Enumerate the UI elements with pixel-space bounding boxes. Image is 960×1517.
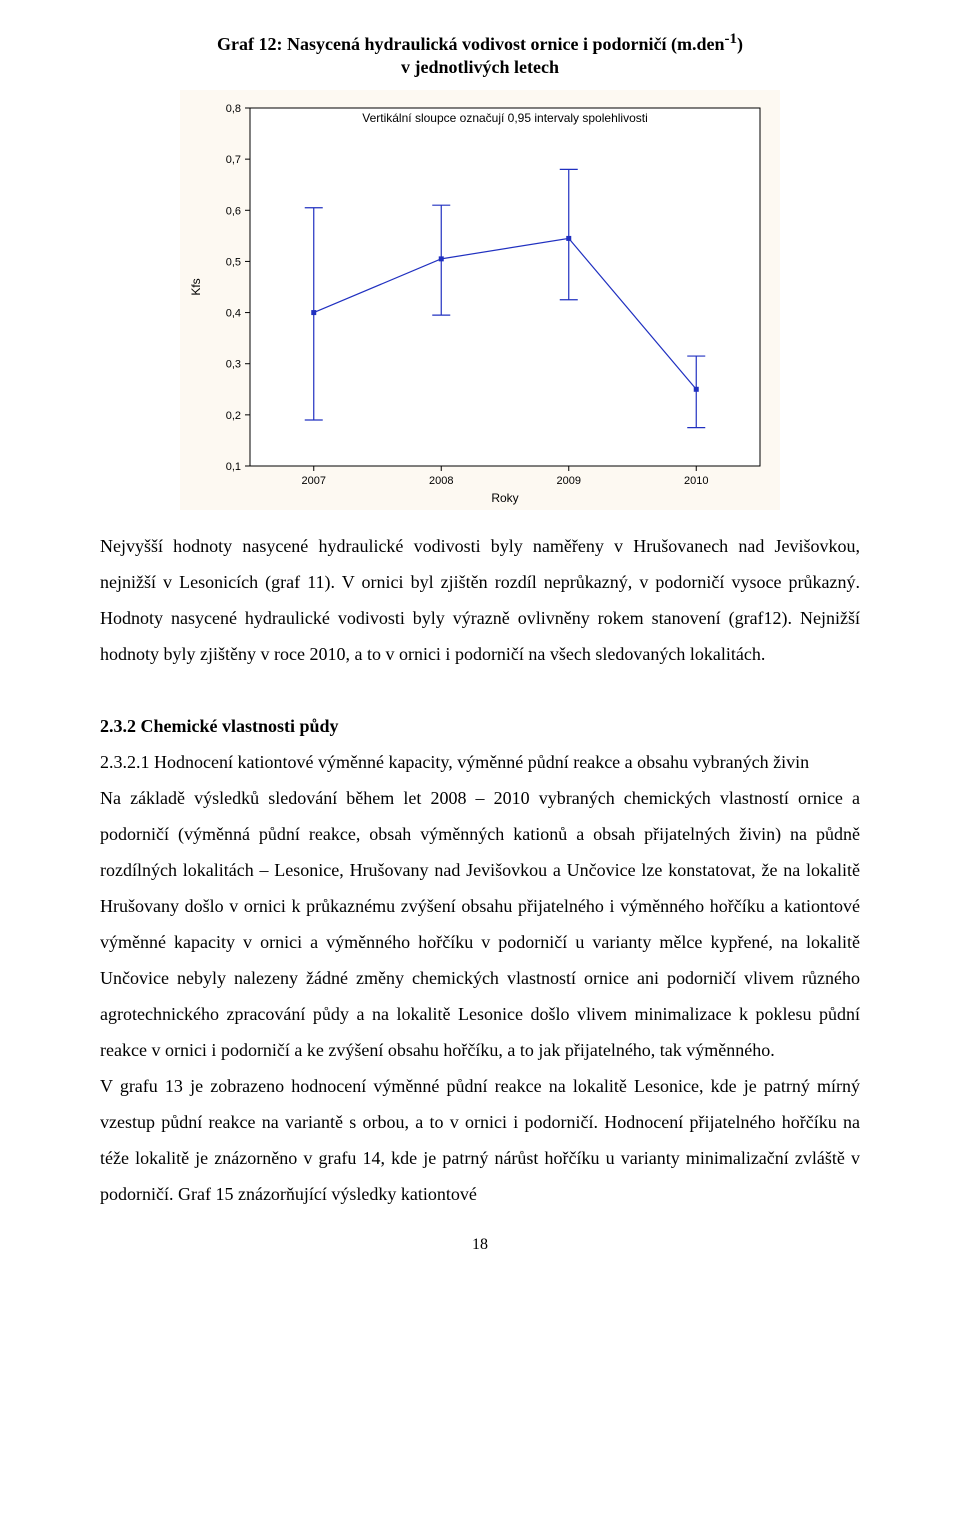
figure-title-line1-end: ) (737, 34, 743, 54)
chart-container: Vertikální sloupce označují 0,95 interva… (180, 90, 780, 510)
svg-text:2008: 2008 (429, 475, 453, 487)
svg-text:2010: 2010 (684, 475, 708, 487)
svg-text:Kfs: Kfs (189, 278, 203, 295)
figure-title-line2: v jednotlivých letech (401, 57, 559, 77)
svg-text:2009: 2009 (557, 475, 581, 487)
svg-text:Vertikální sloupce označují 0,: Vertikální sloupce označují 0,95 interva… (362, 111, 648, 125)
figure-title-superscript: -1 (725, 31, 738, 47)
svg-text:0,3: 0,3 (226, 358, 241, 370)
svg-text:0,6: 0,6 (226, 205, 241, 217)
figure-title: Graf 12: Nasycená hydraulická vodivost o… (100, 30, 860, 80)
svg-text:0,2: 0,2 (226, 410, 241, 422)
svg-text:0,7: 0,7 (226, 154, 241, 166)
svg-text:Roky: Roky (491, 491, 518, 505)
paragraph-2: 2.3.2.1 Hodnocení kationtové výměnné kap… (100, 744, 860, 780)
svg-text:0,5: 0,5 (226, 256, 241, 268)
paragraph-1: Nejvyšší hodnoty nasycené hydraulické vo… (100, 528, 860, 672)
svg-text:0,4: 0,4 (226, 307, 241, 319)
svg-text:0,8: 0,8 (226, 103, 241, 115)
figure-title-line1: Graf 12: Nasycená hydraulická vodivost o… (217, 34, 725, 54)
paragraph-3: Na základě výsledků sledování během let … (100, 780, 860, 1068)
kfs-chart: Vertikální sloupce označují 0,95 interva… (180, 90, 780, 510)
svg-text:0,1: 0,1 (226, 461, 241, 473)
svg-text:2007: 2007 (302, 475, 326, 487)
paragraph-4: V grafu 13 je zobrazeno hodnocení výměnn… (100, 1068, 860, 1212)
page-number: 18 (100, 1236, 860, 1254)
section-heading-232: 2.3.2 Chemické vlastnosti půdy (100, 708, 860, 744)
